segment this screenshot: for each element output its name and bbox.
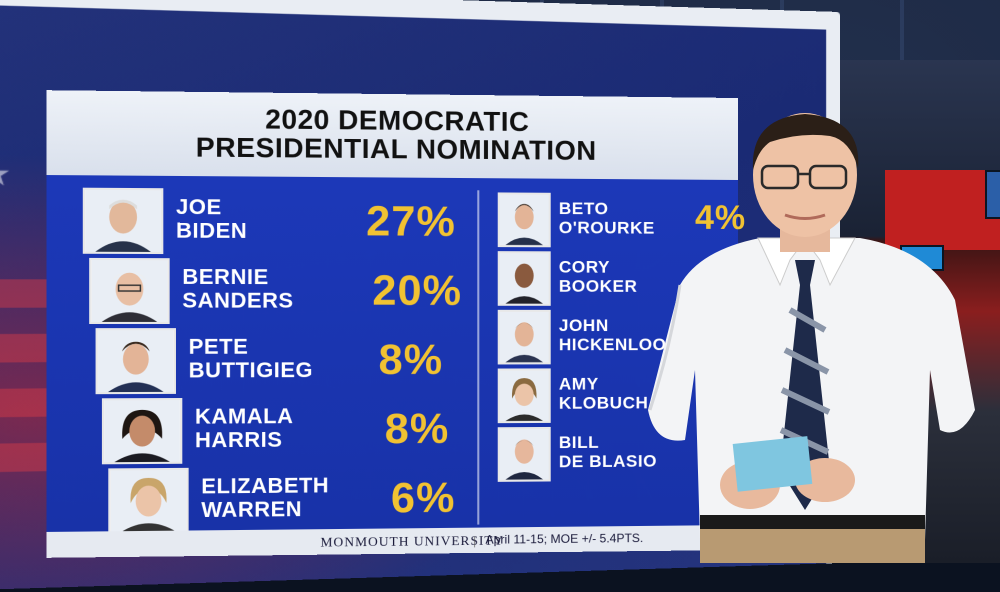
candidate-name: ELIZABETH WARREN: [201, 474, 329, 522]
poll-dates-moe: April 11-15; MOE +/- 5.4PTS.: [485, 526, 643, 553]
candidate-percent: 8%: [379, 334, 444, 385]
studio-monitor: [985, 170, 1000, 219]
candidate-photo: [498, 251, 551, 306]
poll-title-line2: PRESIDENTIAL NOMINATION: [47, 132, 738, 166]
candidate-name: JOE BIDEN: [176, 195, 247, 243]
candidate-row: JOE BIDEN 27%: [83, 188, 480, 257]
candidate-name: KAMALA HARRIS: [195, 405, 293, 453]
candidate-photo: [498, 427, 551, 482]
candidate-photo: [498, 310, 551, 365]
candidate-photo: [89, 258, 169, 324]
candidate-photo: [498, 368, 551, 423]
poll-source: MONMOUTH UNIVERSITY: [320, 527, 504, 554]
star-icon: ★: [0, 224, 1, 268]
poll-graphic: 2020 DEMOCRATIC PRESIDENTIAL NOMINATION …: [47, 90, 738, 558]
poll-title-line1: 2020 DEMOCRATIC: [47, 90, 738, 138]
candidate-percent: 6%: [391, 472, 456, 523]
star-icon: ★: [0, 159, 11, 192]
candidate-percent: 8%: [385, 403, 450, 454]
candidate-photo: [96, 328, 176, 394]
candidate-row: PETE BUTTIGIEG 8%: [96, 328, 492, 396]
candidate-grid: JOE BIDEN 27% BERNIE SANDERS 20% PETE BU…: [47, 175, 738, 532]
source-separator: |: [473, 528, 476, 553]
poll-title-box: 2020 DEMOCRATIC PRESIDENTIAL NOMINATION: [47, 90, 738, 180]
candidate-photo: [108, 468, 188, 535]
candidate-name: PETE BUTTIGIEG: [189, 335, 313, 382]
news-presenter: [640, 110, 980, 563]
candidate-row: KAMALA HARRIS 8%: [102, 397, 498, 467]
candidate-row: BERNIE SANDERS 20%: [89, 258, 485, 326]
candidate-name: BERNIE SANDERS: [182, 265, 293, 312]
candidate-name: CORY BOOKER: [559, 257, 638, 295]
candidate-photo: [83, 188, 164, 254]
candidate-photo: [498, 192, 551, 247]
candidate-percent: 27%: [366, 196, 456, 247]
candidate-row: ELIZABETH WARREN 6%: [108, 466, 504, 537]
candidate-photo: [102, 398, 182, 464]
candidate-percent: 20%: [372, 265, 462, 316]
